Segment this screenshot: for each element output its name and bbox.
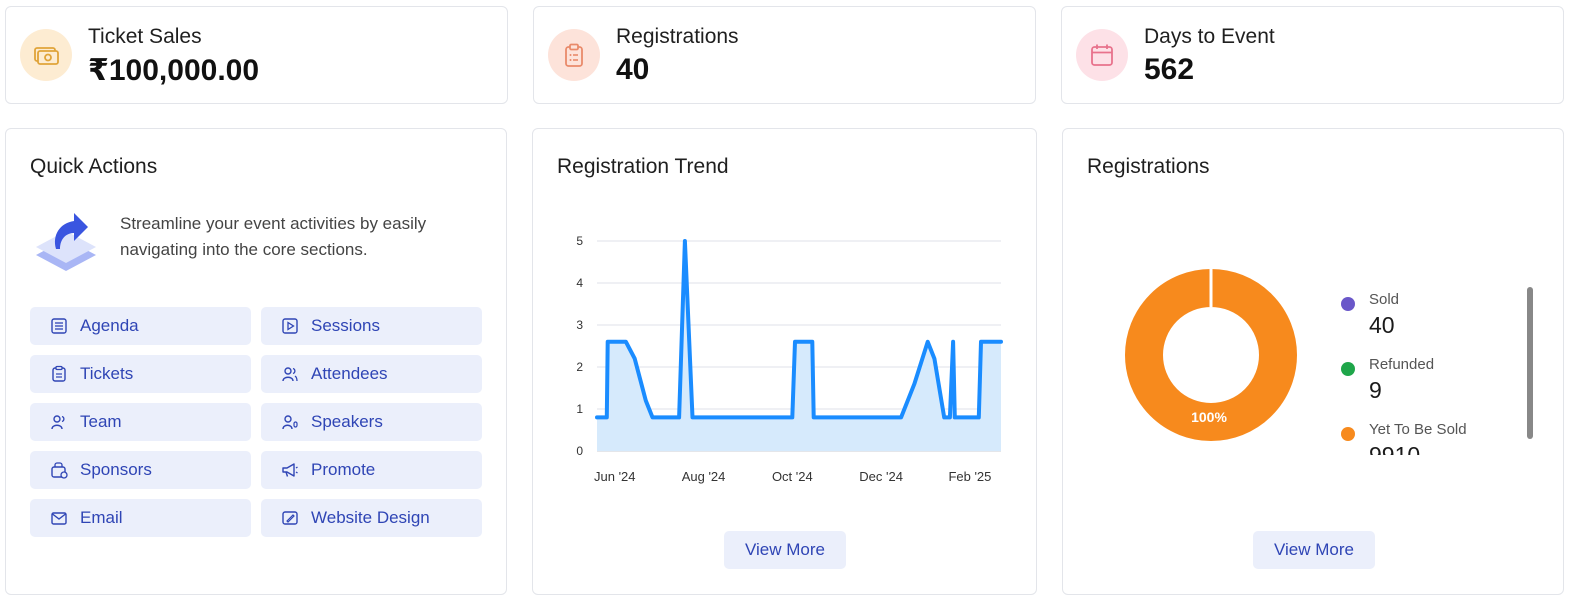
x-tick-label: Aug '24	[682, 469, 726, 484]
view-more-button[interactable]: View More	[724, 531, 846, 569]
legend-item: Yet To Be Sold 9910	[1339, 419, 1539, 455]
stat-value: 562	[1144, 53, 1195, 86]
legend-count: 40	[1369, 312, 1395, 338]
email-button[interactable]: Email	[30, 499, 251, 537]
legend-item: Refunded 9	[1339, 354, 1539, 419]
y-tick-label: 0	[576, 444, 583, 458]
button-label: Website Design	[311, 508, 430, 527]
legend-scrollbar[interactable]	[1527, 287, 1533, 439]
speaker-icon	[281, 413, 299, 431]
registrations-stat-card: Registrations 40	[533, 6, 1036, 104]
button-label: Tickets	[80, 364, 134, 383]
stat-label: Days to Event	[1144, 25, 1275, 48]
button-label: Agenda	[80, 316, 139, 335]
button-label: Sponsors	[80, 460, 152, 479]
play-icon	[281, 317, 299, 335]
money-icon	[34, 47, 59, 65]
website-design-button[interactable]: Website Design	[261, 499, 482, 537]
card-title: Registrations	[1087, 155, 1210, 178]
view-more-button[interactable]: View More	[1253, 531, 1375, 569]
registrations-card: Registrations 100% Sold 40 Refunded 9 Ye…	[1062, 128, 1564, 595]
button-label: Team	[80, 412, 122, 431]
registrations-legend: Sold 40 Refunded 9 Yet To Be Sold 9910	[1339, 289, 1539, 455]
users-icon	[281, 365, 299, 383]
registration-trend-card: Registration Trend 0 1 2 3 4 5 Jun '24 Aug '24 O…	[532, 128, 1037, 595]
x-tick-label: Oct '24	[772, 469, 813, 484]
promote-button[interactable]: Promote	[261, 451, 482, 489]
y-tick-label: 4	[576, 276, 583, 290]
legend-name: Yet To Be Sold	[1369, 421, 1467, 438]
design-icon	[281, 509, 299, 527]
card-title: Registration Trend	[557, 155, 729, 178]
y-tick-label: 5	[576, 234, 583, 248]
card-title: Quick Actions	[30, 155, 158, 178]
donut-ring	[1125, 269, 1297, 441]
stat-icon-circle	[548, 29, 600, 81]
attendees-button[interactable]: Attendees	[261, 355, 482, 393]
sponsor-icon	[50, 461, 68, 479]
x-tick-label: Feb '25	[948, 469, 991, 484]
megaphone-icon	[281, 461, 299, 479]
stat-icon-circle	[20, 29, 72, 81]
stat-value: 40	[616, 53, 650, 86]
calendar-icon	[1091, 44, 1113, 66]
button-label: Promote	[311, 460, 376, 479]
stat-label: Registrations	[616, 25, 739, 48]
series-line	[595, 239, 1003, 420]
team-button[interactable]: Team	[30, 403, 251, 441]
sessions-button[interactable]: Sessions	[261, 307, 482, 345]
agenda-button[interactable]: Agenda	[30, 307, 251, 345]
stat-label: Ticket Sales	[88, 25, 202, 48]
legend-dot	[1341, 297, 1355, 311]
quick-actions-card: Quick Actions Streamline your event acti…	[5, 128, 507, 595]
legend-dot	[1341, 362, 1355, 376]
button-label: Sessions	[311, 316, 380, 335]
button-label: Email	[80, 508, 123, 527]
registrations-donut-chart: 100%	[1125, 267, 1297, 441]
stat-value: ₹100,000.00	[88, 54, 260, 87]
legend-count: 9910	[1369, 442, 1421, 455]
y-tick-label: 1	[576, 402, 583, 416]
button-label: Attendees	[311, 364, 388, 383]
clipboard-icon	[565, 43, 583, 67]
legend-count: 9	[1369, 377, 1382, 403]
agenda-icon	[50, 317, 68, 335]
quick-actions-grid: Agenda Sessions Tickets Attendees Team S…	[30, 307, 484, 537]
registration-trend-chart: 0 1 2 3 4 5 Jun '24 Aug '24 Oct '24 Dec '24 Feb '2…	[576, 234, 1003, 484]
y-tick-label: 2	[576, 360, 583, 374]
ticket-sales-card: Ticket Sales ₹100,000.00	[5, 6, 508, 104]
series-area	[597, 241, 1001, 451]
legend-name: Refunded	[1369, 356, 1435, 373]
tickets-button[interactable]: Tickets	[30, 355, 251, 393]
quick-actions-description: Streamline your event activities by easi…	[120, 214, 427, 259]
y-tick-label: 3	[576, 318, 583, 332]
legend-name: Sold	[1369, 291, 1400, 308]
days-to-event-card: Days to Event 562	[1061, 6, 1564, 104]
button-label: Speakers	[311, 412, 383, 431]
navigate-arrow-icon	[36, 213, 96, 271]
x-tick-label: Jun '24	[594, 469, 636, 484]
mail-icon	[50, 509, 68, 527]
stat-icon-circle	[1076, 29, 1128, 81]
sponsors-button[interactable]: Sponsors	[30, 451, 251, 489]
team-icon	[50, 413, 68, 431]
x-tick-label: Dec '24	[859, 469, 903, 484]
donut-percent-label: 100%	[1191, 409, 1227, 425]
clipboard-icon	[50, 365, 68, 383]
speakers-button[interactable]: Speakers	[261, 403, 482, 441]
legend-dot	[1341, 427, 1355, 441]
legend-item: Sold 40	[1339, 289, 1539, 354]
